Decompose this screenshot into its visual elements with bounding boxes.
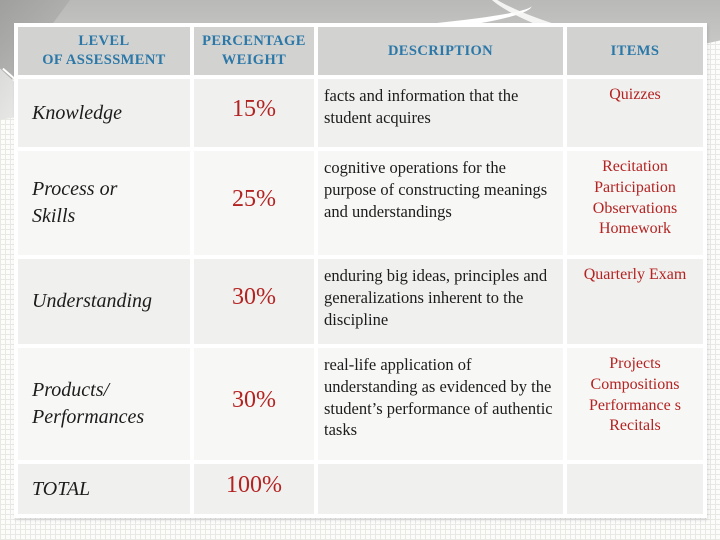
items-cell: Quizzes (567, 79, 703, 147)
level-cell: Understanding (18, 259, 190, 344)
items-cell: Quarterly Exam (567, 259, 703, 344)
weight-cell: 30% (194, 259, 314, 344)
description-cell: facts and information that the student a… (318, 79, 563, 147)
total-weight-cell: 100% (194, 464, 314, 514)
column-header-items: ITEMS (567, 27, 703, 75)
weight-cell: 25% (194, 151, 314, 255)
total-label-cell: TOTAL (18, 464, 190, 514)
description-cell (318, 464, 563, 514)
weight-cell: 30% (194, 348, 314, 460)
level-cell: Knowledge (18, 79, 190, 147)
column-header-description: DESCRIPTION (318, 27, 563, 75)
description-cell: cognitive operations for the purpose of … (318, 151, 563, 255)
level-cell: Process or Skills (18, 151, 190, 255)
items-cell: Recitation Participation Observations Ho… (567, 151, 703, 255)
assessment-table: LEVEL OF ASSESSMENT PERCENTAGE WEIGHT DE… (14, 23, 707, 518)
items-cell (567, 464, 703, 514)
items-cell: Projects Compositions Performance s Reci… (567, 348, 703, 460)
column-header-level: LEVEL OF ASSESSMENT (18, 27, 190, 75)
description-cell: real-life application of understanding a… (318, 348, 563, 460)
weight-cell: 15% (194, 79, 314, 147)
description-cell: enduring big ideas, principles and gener… (318, 259, 563, 344)
column-header-weight: PERCENTAGE WEIGHT (194, 27, 314, 75)
level-cell: Products/ Performances (18, 348, 190, 460)
